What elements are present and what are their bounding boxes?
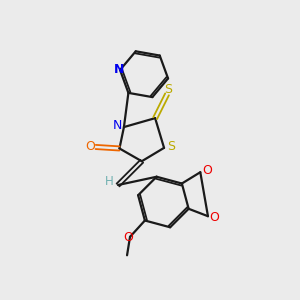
Text: O: O (202, 164, 212, 177)
Text: S: S (167, 140, 175, 153)
Text: N: N (112, 119, 122, 132)
Text: O: O (85, 140, 95, 153)
Text: N: N (114, 63, 124, 76)
Text: H: H (105, 175, 114, 188)
Text: O: O (210, 211, 219, 224)
Text: O: O (124, 231, 134, 244)
Text: S: S (164, 82, 172, 95)
